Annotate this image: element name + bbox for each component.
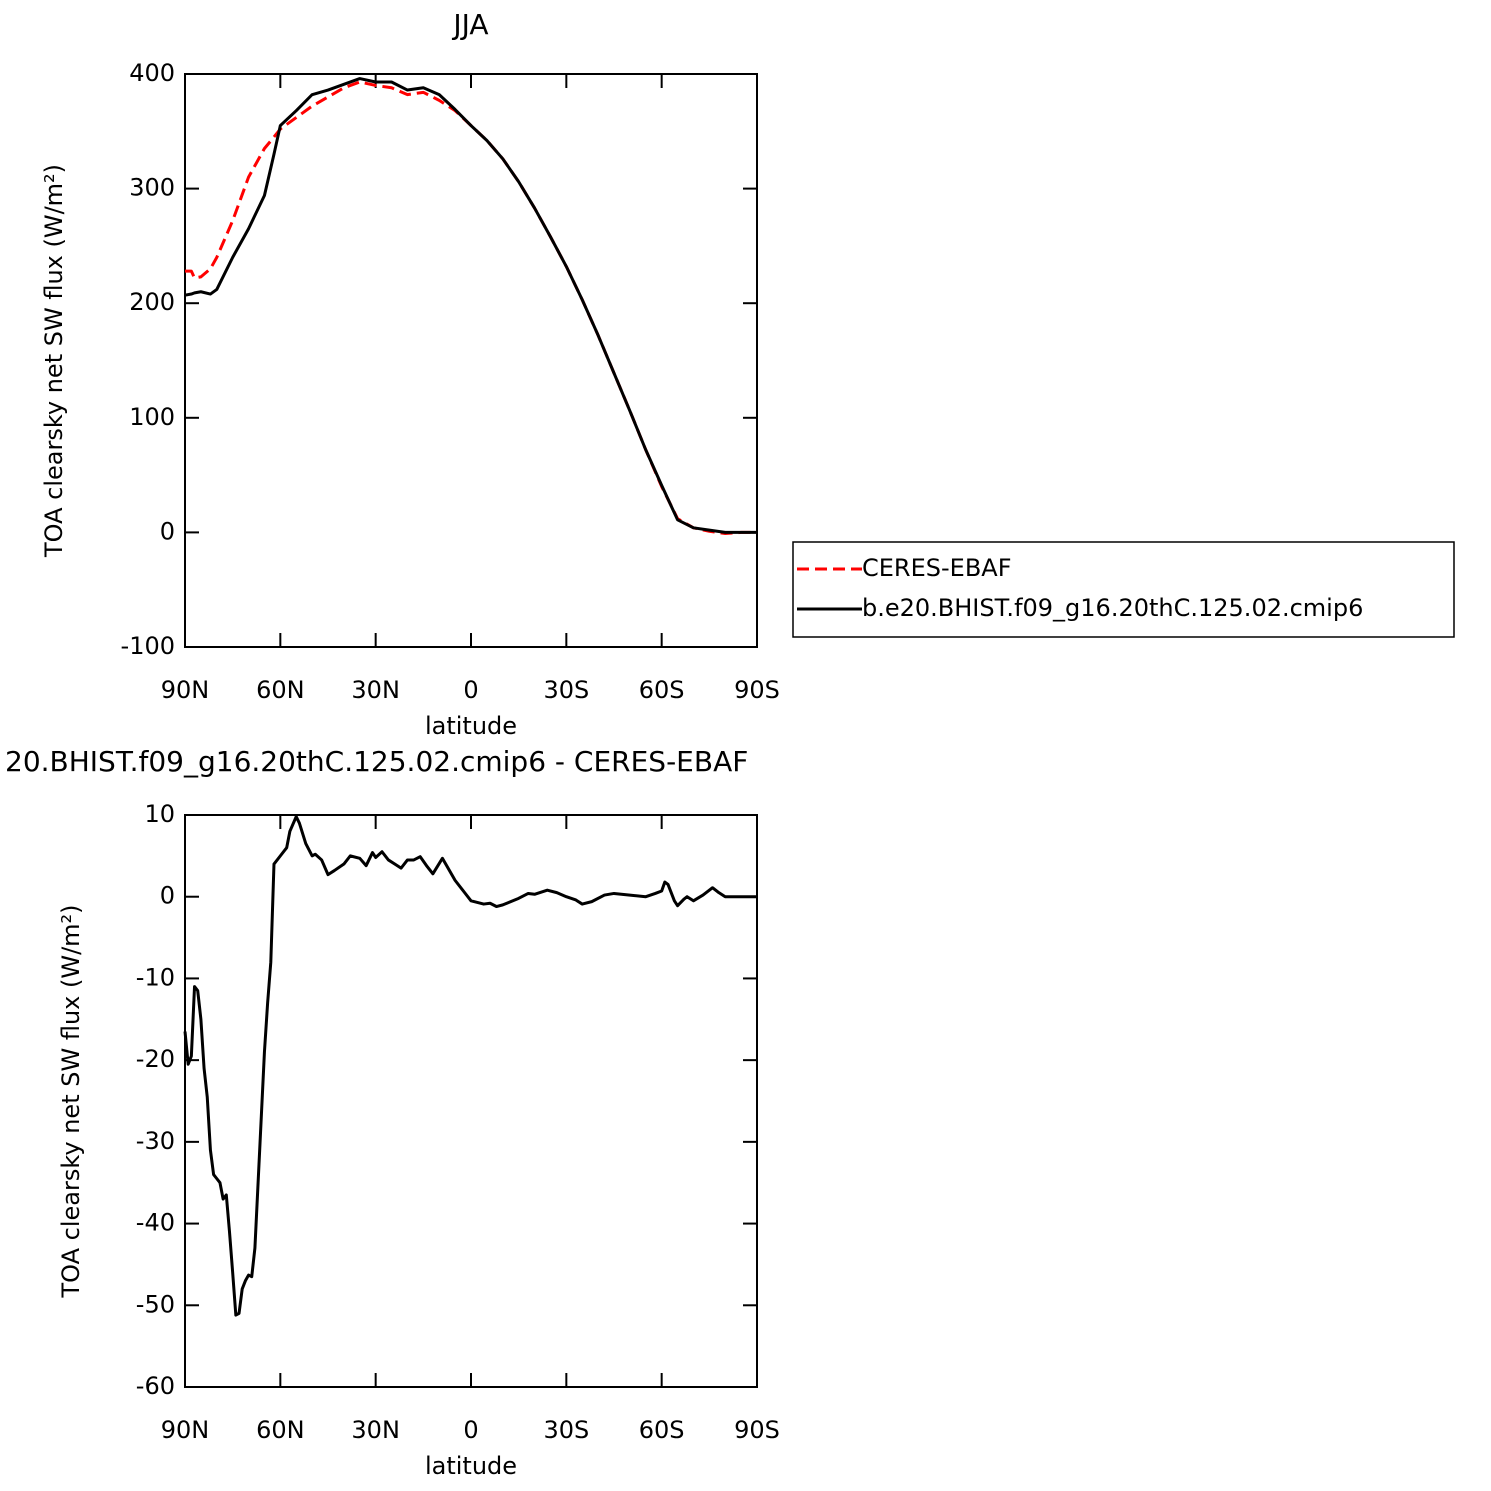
x-tick-label: 60N (256, 676, 305, 704)
x-axis-label: latitude (425, 712, 517, 740)
x-tick-label: 90S (734, 1416, 780, 1444)
x-tick-label: 60N (256, 1416, 305, 1444)
y-axis-label: TOA clearsky net SW flux (W/m²) (40, 164, 68, 558)
y-tick-label: 100 (129, 403, 175, 431)
y-tick-label: 400 (129, 59, 175, 87)
plot-frame (184, 73, 758, 648)
legend-label: CERES-EBAF (862, 554, 1012, 582)
chart-title: 20.BHIST.f09_g16.20thC.125.02.cmip6 - CE… (5, 745, 748, 778)
y-axis-label: TOA clearsky net SW flux (W/m²) (57, 904, 85, 1298)
x-tick-label: 30N (351, 1416, 400, 1444)
y-tick-label: -30 (136, 1127, 175, 1155)
y-tick-label: -60 (136, 1372, 175, 1400)
x-tick-label: 30S (543, 1416, 589, 1444)
x-tick-label: 90N (161, 676, 210, 704)
data-line (185, 80, 757, 536)
y-tick-label: -10 (136, 963, 175, 991)
y-tick-label: -20 (136, 1045, 175, 1073)
x-tick-label: 30N (351, 676, 400, 704)
x-tick-label: 90S (734, 676, 780, 704)
x-tick-label: 60S (639, 1416, 685, 1444)
y-tick-label: -40 (136, 1209, 175, 1237)
y-tick-label: -100 (121, 632, 175, 660)
x-axis-label: latitude (425, 1452, 517, 1480)
x-tick-label: 0 (463, 676, 478, 704)
y-tick-label: 300 (129, 174, 175, 202)
y-tick-label: 0 (160, 882, 175, 910)
x-tick-label: 0 (463, 1416, 478, 1444)
x-tick-label: 60S (639, 676, 685, 704)
chart-title: JJA (451, 8, 488, 41)
y-tick-label: 200 (129, 288, 175, 316)
x-tick-label: 90N (161, 1416, 210, 1444)
y-tick-label: 10 (144, 800, 175, 828)
data-line (183, 815, 757, 1317)
data-line (184, 77, 757, 534)
x-tick-label: 30S (543, 676, 589, 704)
legend-box (792, 541, 1455, 638)
y-tick-label: -50 (136, 1290, 175, 1318)
y-tick-label: 0 (160, 517, 175, 545)
legend-label: b.e20.BHIST.f09_g16.20thC.125.02.cmip6 (862, 594, 1363, 622)
